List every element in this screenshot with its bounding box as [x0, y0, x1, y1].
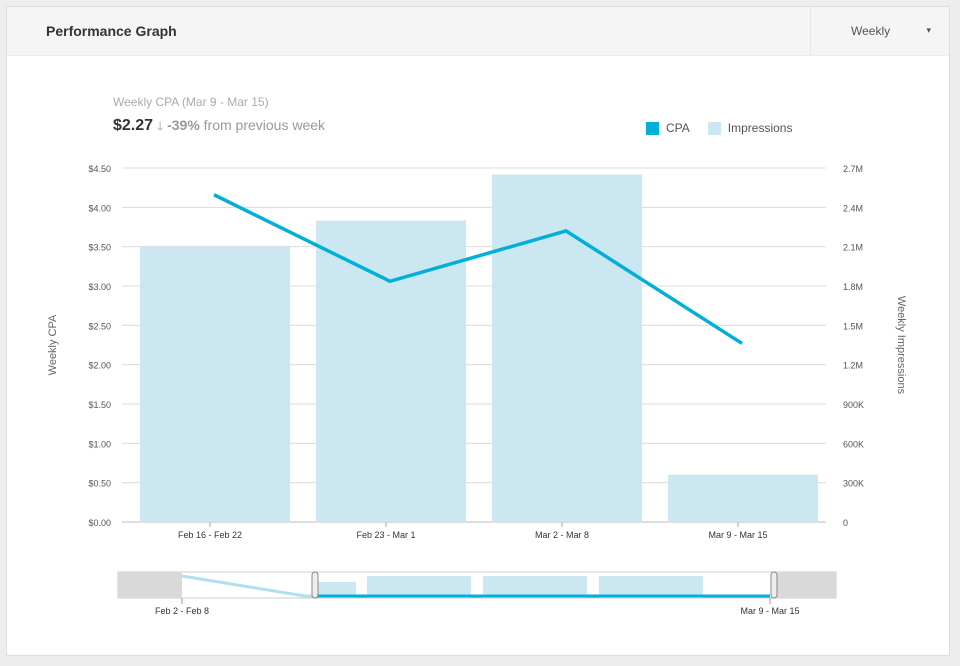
period-select-value: Weekly	[851, 24, 891, 38]
y-tick-label: $3.50	[88, 243, 111, 253]
x-tick-label: Feb 16 - Feb 22	[178, 530, 242, 540]
y-tick-label: $0.00	[88, 518, 111, 528]
navigator-bar	[599, 576, 703, 598]
y2-tick-label: 2.4M	[843, 203, 863, 213]
y2-axis-label: Weekly Impressions	[895, 296, 907, 395]
legend-label: CPA	[666, 121, 690, 135]
navigator-handle-left[interactable]	[311, 571, 319, 599]
y2-tick-label: 1.5M	[843, 321, 863, 331]
y-tick-label: $4.50	[88, 164, 111, 174]
y-tick-label: $2.00	[88, 361, 111, 371]
summary-value: $2.27	[113, 117, 154, 134]
y-axis-label: Weekly CPA	[47, 314, 59, 375]
y-tick-label: $2.50	[88, 321, 111, 331]
summary-change: -39%	[167, 117, 200, 133]
cpa-line	[213, 193, 743, 345]
y-tick-label: $3.00	[88, 282, 111, 292]
impressions-bar	[668, 474, 818, 522]
impressions-bar	[492, 174, 642, 523]
legend-label: Impressions	[727, 121, 793, 135]
period-select[interactable]: Weekly ▾	[810, 7, 949, 55]
navigator-bar	[483, 576, 587, 598]
legend-item-impressions[interactable]: Impressions	[707, 121, 793, 135]
y2-tick-label: 1.2M	[843, 361, 863, 371]
chevron-down-icon: ▾	[926, 25, 931, 35]
impressions-bar	[140, 246, 290, 522]
y2-tick-label: 900K	[843, 400, 864, 410]
navigator	[117, 571, 837, 599]
y-tick-label: $1.00	[88, 439, 111, 449]
summary-stat: $2.27 🡓 -39% from previous week	[113, 117, 325, 138]
navigator-bar	[318, 582, 356, 598]
x-tick-label: Mar 2 - Mar 8	[535, 530, 589, 540]
x-tick-label: Feb 23 - Mar 1	[356, 530, 415, 540]
summary-change-suffix: from previous week	[199, 117, 326, 133]
navigator-start-label: Feb 2 - Feb 8	[155, 606, 209, 616]
impressions-swatch	[707, 121, 721, 135]
y2-tick-label: 0	[843, 518, 848, 528]
navigator-handle-right[interactable]	[770, 571, 778, 599]
y2-tick-label: 2.7M	[843, 164, 863, 174]
card-title: Performance Graph	[46, 23, 177, 39]
y-tick-label: $1.50	[88, 400, 111, 410]
chart-legend: CPA Impressions	[646, 121, 792, 135]
y2-tick-label: 300K	[843, 479, 864, 489]
cpa-swatch	[646, 121, 659, 135]
summary-subtitle: Weekly CPA (Mar 9 - Mar 15)	[113, 95, 269, 109]
y2-tick-label: 1.8M	[843, 282, 863, 292]
navigator-end-label: Mar 9 - Mar 15	[740, 606, 799, 616]
legend-item-cpa[interactable]: CPA	[646, 121, 690, 135]
y-tick-label: $4.00	[88, 203, 111, 213]
navigator-bar	[367, 576, 471, 598]
navigator-mask-right	[774, 572, 836, 598]
navigator-mask-left	[118, 572, 182, 598]
card-header: Performance Graph Weekly ▾	[7, 7, 949, 56]
y2-tick-label: 2.1M	[843, 243, 863, 253]
y-tick-label: $0.50	[88, 479, 111, 489]
impressions-bar	[316, 220, 466, 522]
y2-tick-label: 600K	[843, 439, 864, 449]
arrow-down-icon: 🡓	[156, 119, 164, 133]
x-tick-label: Mar 9 - Mar 15	[708, 530, 767, 540]
